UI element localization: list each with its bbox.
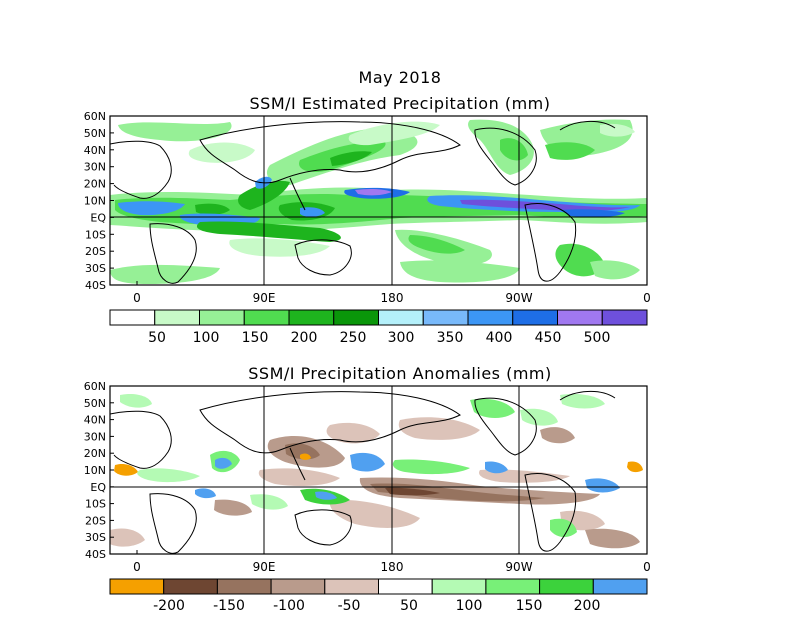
lat-tick-label: 10N <box>84 195 106 208</box>
lat-tick-label: 40N <box>84 414 106 427</box>
legend-label: 450 <box>535 330 562 346</box>
legend-label: -50 <box>338 598 361 614</box>
legend-label: 200 <box>574 598 601 614</box>
lat-tick-label: 20N <box>84 178 106 191</box>
legend-swatch <box>431 578 487 595</box>
legend-swatch <box>216 578 272 595</box>
legend-label: 400 <box>486 330 513 346</box>
legend-swatch <box>601 309 648 326</box>
lat-tick-label: 20S <box>85 245 106 258</box>
legend-label: 150 <box>242 330 269 346</box>
lat-tick-label: 40S <box>85 279 106 292</box>
lat-tick-label: 30S <box>85 262 106 275</box>
lat-tick-label: 60N <box>84 380 106 393</box>
lat-tick-label: 10S <box>85 498 106 511</box>
lat-tick-label: 50N <box>84 397 106 410</box>
legend-swatch <box>512 309 558 326</box>
color-legends: 50 100 150 200 250 300 350 400 450 500-200 -150 -10… <box>109 309 648 614</box>
axis-labels: 60N 50N 40N 30N 20N 10N EQ 10S 20S 30S 40S 0 90E 180 9… <box>84 110 651 574</box>
coastlines-bottom <box>109 391 616 554</box>
lat-tick-label: 30S <box>85 531 106 544</box>
legend-label: -150 <box>213 598 245 614</box>
legend-swatch <box>270 578 326 595</box>
coastlines-top <box>109 121 616 284</box>
legend-swatch <box>467 309 514 326</box>
lon-tick-label: 90E <box>253 291 276 305</box>
legend-label: 100 <box>193 330 220 346</box>
bottom-map-title: SSM/I Precipitation Anomalies (mm) <box>248 364 552 383</box>
lat-tick-label: 30N <box>84 161 106 174</box>
legend-label: 250 <box>340 330 367 346</box>
lon-tick-label: 180 <box>381 560 404 574</box>
legend-label: 50 <box>400 598 418 614</box>
legend-swatch <box>422 309 469 326</box>
lat-tick-label: EQ <box>90 211 106 224</box>
lat-tick-label: 20N <box>84 447 106 460</box>
lon-tick-label: 0 <box>643 291 651 305</box>
lon-tick-label: 90W <box>505 291 532 305</box>
page-title: May 2018 <box>358 68 442 87</box>
legend-swatch <box>163 578 218 595</box>
lon-tick-label: 0 <box>133 291 141 305</box>
legend-swatch <box>109 309 156 326</box>
lat-tick-label: 40N <box>84 144 106 157</box>
legend-swatch <box>243 309 290 326</box>
legend-swatch <box>557 309 603 326</box>
grid-lines-top <box>110 116 647 285</box>
legend-label: 150 <box>516 598 543 614</box>
top-map-title: SSM/I Estimated Precipitation (mm) <box>249 94 551 113</box>
legend-label: 100 <box>456 598 483 614</box>
lat-tick-label: 50N <box>84 127 106 140</box>
lon-tick-label: 180 <box>381 291 404 305</box>
legend-swatch <box>199 309 245 326</box>
lat-tick-label: 40S <box>85 548 106 561</box>
lon-tick-label: 0 <box>133 560 141 574</box>
legend-swatch <box>109 578 165 595</box>
lat-tick-label: 30N <box>84 430 106 443</box>
legend-swatch <box>324 578 379 595</box>
legend-swatch <box>333 309 379 326</box>
legend-swatch <box>378 309 424 326</box>
lat-tick-label: 20S <box>85 514 106 527</box>
lat-tick-label: 10S <box>85 228 106 241</box>
legend-label: 350 <box>437 330 464 346</box>
lon-tick-label: 0 <box>643 560 651 574</box>
legend-label: 200 <box>291 330 318 346</box>
legend-swatch <box>539 578 594 595</box>
legend-label: 50 <box>148 330 166 346</box>
lat-tick-label: EQ <box>90 481 106 494</box>
legend-label: 500 <box>584 330 611 346</box>
grid-lines-bottom <box>110 386 647 554</box>
legend-swatch <box>485 578 541 595</box>
legend-swatch <box>378 578 433 595</box>
precip-map-top <box>109 115 648 286</box>
lat-tick-label: 10N <box>84 464 106 477</box>
legend-swatch <box>592 578 648 595</box>
lon-tick-label: 90E <box>253 560 276 574</box>
lon-tick-label: 90W <box>505 560 532 574</box>
legend-label: -100 <box>273 598 305 614</box>
lat-tick-label: 60N <box>84 110 106 123</box>
legend-label: 300 <box>388 330 415 346</box>
anomaly-map-bottom <box>109 385 648 555</box>
legend-swatch <box>154 309 200 326</box>
legend-swatch <box>288 309 335 326</box>
anomaly-fields-bottom <box>110 394 643 549</box>
legend-label: -200 <box>153 598 185 614</box>
